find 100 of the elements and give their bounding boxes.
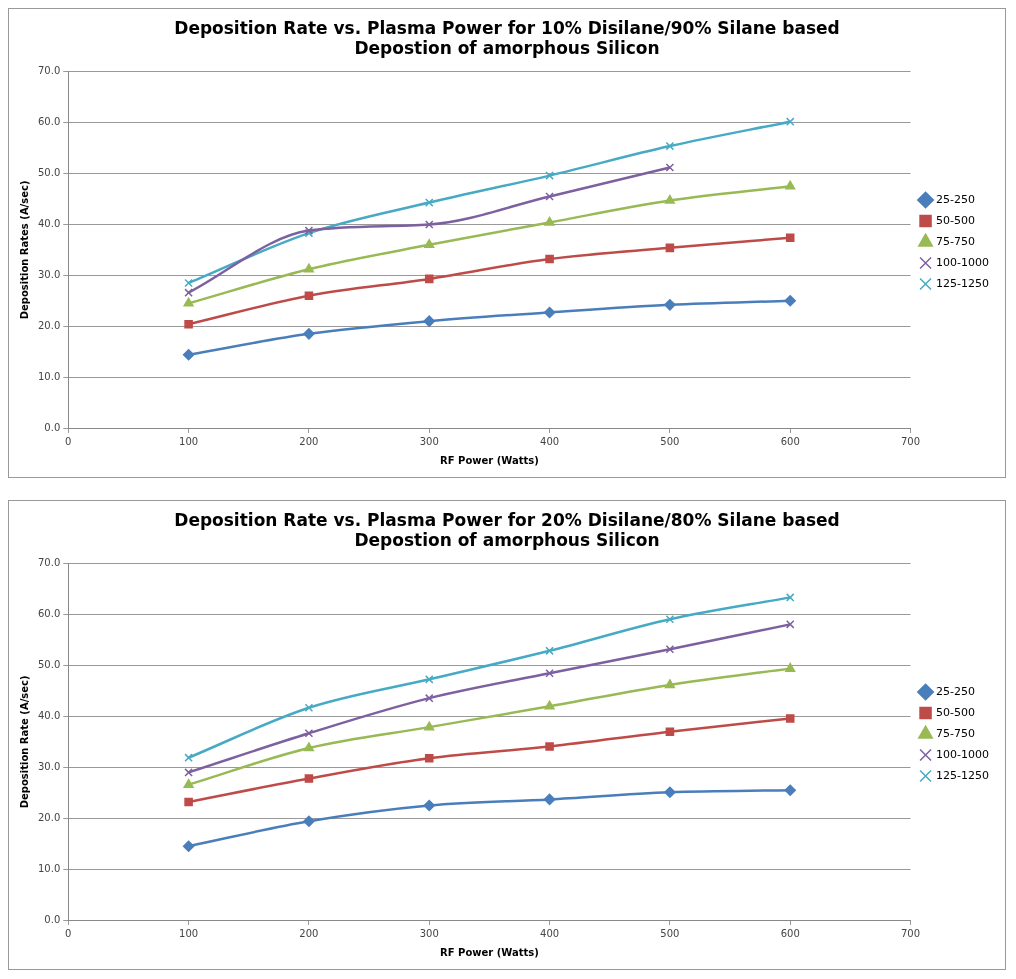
legend-label: 125-1250 <box>936 276 990 290</box>
point <box>423 799 435 812</box>
y-tick-label: 60.0 <box>38 608 61 620</box>
y-tick-label: 0.0 <box>44 913 61 925</box>
x-tick-label: 200 <box>299 435 319 447</box>
x-tick-label: 300 <box>419 927 439 939</box>
point <box>785 662 796 672</box>
legend-label: 100-1000 <box>936 747 990 761</box>
y-tick-label: 30.0 <box>38 268 61 280</box>
y-tick-label: 10.0 <box>38 370 61 382</box>
legend-label: 50-500 <box>936 213 976 227</box>
point <box>184 768 193 777</box>
point <box>183 297 194 307</box>
point <box>785 180 796 190</box>
y-tick-label: 60.0 <box>38 116 61 128</box>
y-axis-title: Deposition Rate (A/sec) <box>18 675 30 809</box>
point <box>545 668 554 678</box>
point <box>545 192 554 201</box>
point <box>665 727 675 737</box>
point <box>424 274 434 284</box>
point <box>544 216 555 226</box>
point <box>424 753 434 763</box>
point <box>544 700 555 710</box>
point <box>424 721 435 731</box>
y-tick-label: 70.0 <box>38 65 61 77</box>
x-tick-label: 700 <box>900 435 921 447</box>
point <box>424 675 434 684</box>
x-axis-title: RF Power (Watts) <box>440 454 539 466</box>
point <box>424 239 435 249</box>
point <box>664 786 676 799</box>
point <box>184 278 193 288</box>
point <box>303 328 315 340</box>
y-tick-label: 50.0 <box>38 167 61 179</box>
point <box>184 753 193 762</box>
point <box>304 728 314 738</box>
point <box>545 646 554 656</box>
point <box>424 693 434 703</box>
y-tick-label: 10.0 <box>38 862 61 874</box>
legend-label: 75-750 <box>936 234 976 248</box>
legend-label: 75-750 <box>936 726 976 740</box>
x-tick-label: 0 <box>65 927 72 939</box>
legend-label: 50-500 <box>936 705 976 719</box>
point <box>423 315 435 327</box>
x-tick-label: 600 <box>780 435 800 447</box>
point <box>304 291 314 300</box>
point <box>665 163 675 172</box>
point <box>184 797 193 807</box>
x-tick-label: 700 <box>900 927 921 939</box>
x-axis-title: RF Power (Watts) <box>440 946 539 958</box>
point <box>665 645 675 654</box>
x-tick-label: 600 <box>780 927 800 939</box>
point <box>545 742 554 751</box>
point <box>184 288 193 297</box>
point <box>665 141 675 151</box>
point <box>182 840 195 852</box>
x-tick-label: 400 <box>540 927 560 939</box>
point <box>545 254 554 264</box>
point <box>785 593 795 602</box>
point <box>303 263 314 273</box>
y-tick-label: 70.0 <box>38 557 61 569</box>
point <box>664 679 675 689</box>
x-tick-label: 100 <box>179 435 199 447</box>
point <box>545 171 554 180</box>
legend-label: 25-250 <box>936 192 976 206</box>
legend-label: 125-1250 <box>936 768 990 782</box>
y-tick-label: 40.0 <box>38 218 61 230</box>
point <box>182 348 195 361</box>
y-tick-label: 40.0 <box>38 710 61 722</box>
chart-title: Deposition Rate vs. Plasma Power for 20% Disilane/80% Silane based Depostion of amorphous Silicon <box>174 509 840 551</box>
y-tick-label: 20.0 <box>38 811 61 823</box>
x-tick-label: 200 <box>299 927 319 939</box>
point <box>543 306 556 319</box>
point <box>303 742 314 752</box>
point <box>785 233 795 242</box>
y-tick-label: 50.0 <box>38 659 61 671</box>
x-tick-label: 100 <box>179 927 199 939</box>
point <box>424 198 434 207</box>
point <box>784 784 796 796</box>
y-axis-title: Deposition Rates (A/sec) <box>18 180 30 320</box>
point <box>304 774 314 783</box>
legend-label: 25-250 <box>936 684 976 698</box>
point <box>304 703 314 713</box>
chart-title: Deposition Rate vs. Plasma Power for 10% Disilane/90% Silane based Depostion of amorphous Silicon <box>174 17 840 59</box>
x-tick-label: 500 <box>660 435 680 447</box>
y-tick-label: 30.0 <box>38 760 61 772</box>
legend-label: 100-1000 <box>936 255 990 269</box>
point <box>785 620 795 629</box>
point <box>543 793 556 806</box>
point <box>785 714 795 723</box>
x-tick-label: 300 <box>419 435 439 447</box>
point <box>424 220 434 229</box>
point <box>785 117 795 126</box>
point <box>664 299 676 311</box>
x-tick-label: 500 <box>660 927 680 939</box>
point <box>784 295 796 307</box>
x-tick-label: 400 <box>540 435 560 447</box>
y-tick-label: 20.0 <box>38 319 61 331</box>
y-tick-label: 0.0 <box>44 421 61 433</box>
point <box>665 243 675 253</box>
point <box>183 778 194 788</box>
